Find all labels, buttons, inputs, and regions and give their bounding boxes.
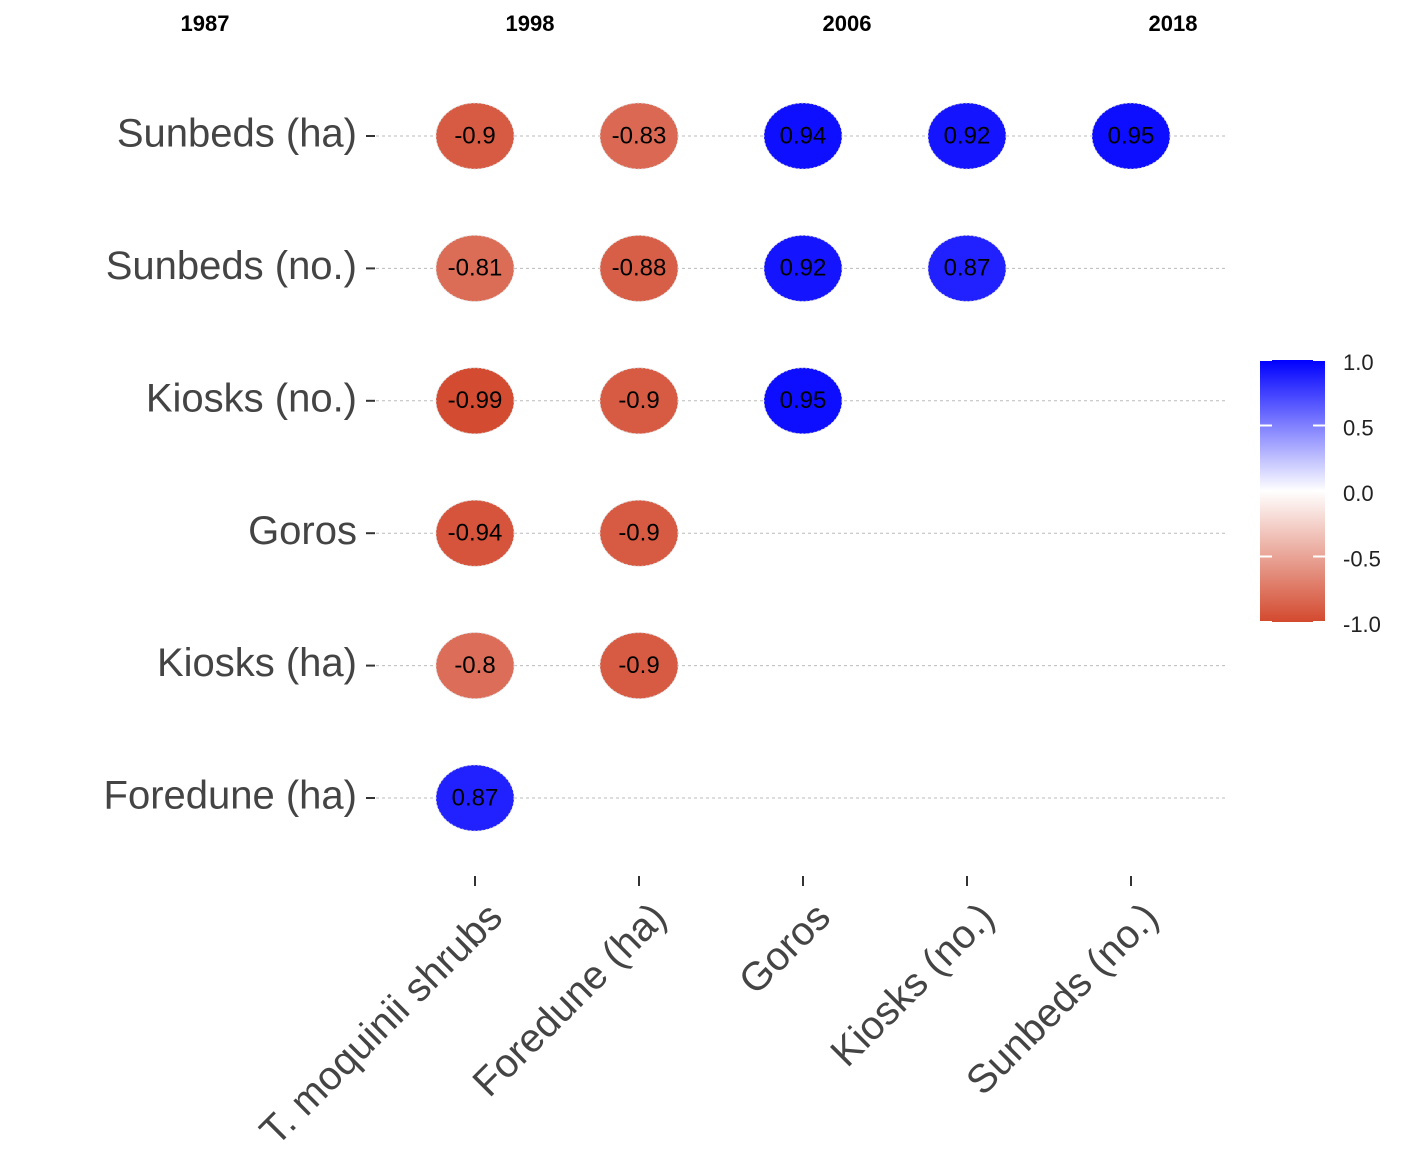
color-tick-label: 1.0 — [1343, 350, 1374, 375]
correlation-cell — [599, 102, 679, 170]
column-header: 1987 — [181, 11, 230, 36]
y-tick-label: Sunbeds (ha) — [117, 112, 357, 156]
column-header: 2006 — [823, 11, 872, 36]
y-tick-label: Goros — [248, 509, 357, 553]
correlation-cell — [599, 499, 679, 567]
correlation-cell — [763, 367, 843, 435]
x-tick-label: Goros — [731, 895, 839, 1003]
correlation-cell — [763, 234, 843, 302]
correlation-cell — [435, 499, 515, 567]
x-tick-label: Kiosks (no.) — [822, 895, 1002, 1075]
correlation-cell — [435, 367, 515, 435]
correlation-cell — [435, 234, 515, 302]
cell-label: -0.99 — [448, 387, 503, 414]
correlation-cell — [599, 234, 679, 302]
y-tick-label: Foredune (ha) — [104, 774, 357, 818]
cell-label: -0.8 — [454, 652, 495, 679]
correlation-cell — [435, 632, 515, 700]
x-tick-label: T. moquinii shrubs — [252, 895, 511, 1154]
cell-label: 0.94 — [780, 122, 827, 149]
cell-label: 0.87 — [944, 255, 991, 282]
cell-label: 0.95 — [1108, 122, 1155, 149]
cell-label: 0.87 — [452, 784, 499, 811]
cell-label: -0.9 — [454, 122, 495, 149]
correlation-cell — [435, 102, 515, 170]
correlation-cell — [763, 102, 843, 170]
correlation-cell — [1091, 102, 1171, 170]
color-tick-label: -0.5 — [1343, 546, 1381, 571]
cell-label: -0.81 — [448, 255, 503, 282]
cell-label: -0.83 — [612, 122, 667, 149]
y-tick-label: Sunbeds (no.) — [106, 244, 357, 288]
color-tick-label: -1.0 — [1343, 612, 1381, 637]
column-header: 2018 — [1149, 11, 1198, 36]
correlation-cell — [599, 367, 679, 435]
cell-label: -0.9 — [618, 387, 659, 414]
correlation-cell — [927, 234, 1007, 302]
column-header: 1998 — [506, 11, 555, 36]
cell-label: 0.95 — [780, 387, 827, 414]
color-tick-label: 0.0 — [1343, 481, 1374, 506]
color-tick-label: 0.5 — [1343, 415, 1374, 440]
cell-label: -0.9 — [618, 520, 659, 547]
cell-label: 0.92 — [780, 255, 827, 282]
cell-label: -0.94 — [448, 520, 503, 547]
y-tick-label: Kiosks (ha) — [157, 641, 357, 685]
cell-label: -0.9 — [618, 652, 659, 679]
cell-label: 0.92 — [944, 122, 991, 149]
correlation-cell — [927, 102, 1007, 170]
correlation-cell — [435, 764, 515, 832]
cell-label: -0.88 — [612, 255, 667, 282]
y-tick-label: Kiosks (no.) — [146, 376, 357, 420]
correlation-cell — [599, 632, 679, 700]
